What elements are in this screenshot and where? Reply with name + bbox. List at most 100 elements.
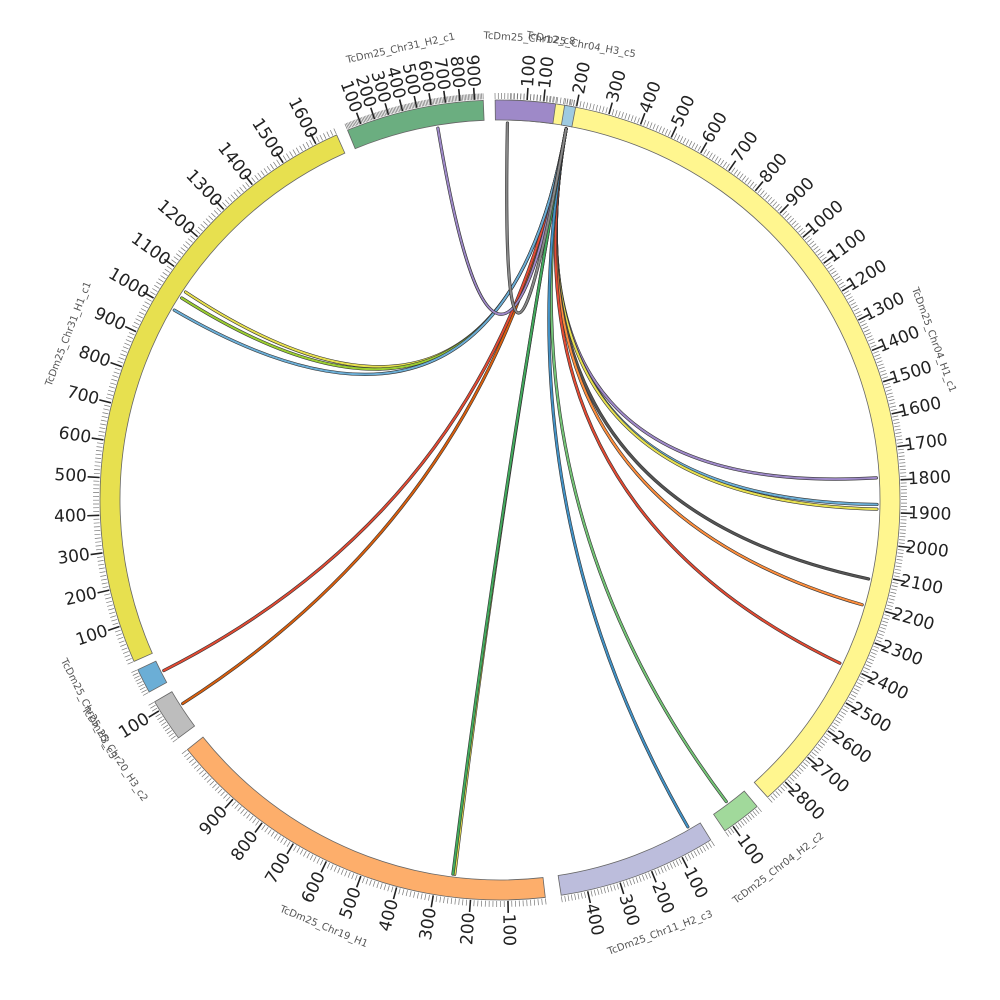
- tick-label: 2100: [898, 571, 944, 599]
- tick-label: 2300: [878, 636, 926, 670]
- segment-chr31_h2_c1: [347, 99, 485, 150]
- tick-label: 2700: [807, 754, 853, 797]
- tick-label: 400: [375, 897, 403, 934]
- major-tick: [882, 377, 895, 383]
- tick-label: 2800: [783, 780, 828, 825]
- tick-label: 700: [429, 57, 453, 92]
- major-tick: [214, 200, 225, 210]
- tick-label: 2400: [864, 668, 912, 705]
- segment-chr31_h1_c1: [99, 134, 346, 662]
- major-tick: [807, 756, 818, 766]
- tick-label: 2500: [847, 698, 894, 737]
- segment-chr11_h2_c3: [557, 822, 712, 896]
- major-tick: [148, 710, 160, 718]
- segment-chr04_h1_c1: [509, 99, 901, 798]
- tick-label: 1900: [908, 503, 952, 524]
- major-tick: [472, 87, 476, 100]
- segment-label-chr31_h1_c1: TcDm25_Chr31_H1_c1: [43, 280, 93, 388]
- segment-chr25_h3_c3: [137, 660, 168, 693]
- major-tick: [309, 132, 317, 145]
- tick-label: 2600: [828, 727, 875, 768]
- tick-label: 200: [457, 912, 479, 946]
- tick-label: 200: [569, 60, 595, 96]
- major-tick: [891, 410, 904, 415]
- major-tick: [874, 642, 887, 649]
- major-tick: [428, 93, 432, 106]
- link: [554, 127, 841, 665]
- major-tick: [91, 437, 104, 441]
- major-tick: [779, 203, 790, 214]
- major-tick: [823, 255, 834, 264]
- major-tick: [370, 107, 376, 120]
- tick-label: 400: [636, 79, 666, 116]
- tick-label: 1400: [875, 322, 923, 357]
- tick-label: 300: [614, 892, 643, 929]
- tick-label: 1600: [284, 94, 322, 142]
- major-tick: [871, 345, 884, 352]
- tick-label: 500: [336, 885, 366, 922]
- major-tick: [142, 291, 154, 299]
- major-tick: [443, 90, 447, 103]
- minor-ticks-chr25_h3_c3: [131, 669, 149, 696]
- major-tick: [586, 891, 592, 904]
- tick-label: 500: [668, 92, 700, 130]
- major-tick: [163, 258, 175, 267]
- major-tick: [892, 578, 906, 583]
- major-tick: [224, 798, 234, 809]
- tick-label: 700: [65, 382, 101, 409]
- major-tick: [670, 126, 678, 138]
- major-tick: [107, 625, 120, 632]
- major-tick: [355, 875, 362, 888]
- link-outline: [554, 127, 864, 607]
- tick-label: 600: [57, 423, 92, 448]
- major-tick: [110, 361, 123, 368]
- major-tick: [99, 399, 112, 404]
- tick-label: 100: [73, 621, 110, 650]
- major-tick: [413, 95, 418, 108]
- tick-label: 900: [462, 54, 484, 88]
- link-outline: [554, 127, 871, 581]
- segment-chr12_c8: [494, 99, 557, 125]
- segment-label-chr25_h3_c3: TcDm25_Chr25_H3_c3: [58, 656, 118, 761]
- minor-ticks-chr31_h1_c1: [92, 128, 337, 665]
- segment-chr19_h1: [186, 736, 546, 901]
- minor-ticks-chr12_c8: [494, 92, 557, 103]
- major-tick: [542, 89, 546, 102]
- tick-label: 1400: [213, 139, 255, 185]
- link: [162, 127, 568, 672]
- segment-chr04_h2_c2: [713, 790, 758, 832]
- tick-label: 800: [227, 827, 262, 865]
- tick-label: 600: [698, 109, 732, 147]
- major-tick: [384, 103, 390, 116]
- links-layer: [162, 121, 879, 876]
- major-tick: [619, 882, 625, 895]
- tick-label: 2200: [890, 604, 937, 635]
- link-outline: [453, 127, 568, 876]
- segment-chr20_h3_c2: [154, 691, 196, 739]
- major-tick: [430, 895, 435, 908]
- major-tick: [90, 552, 103, 556]
- tick-label: 100: [518, 54, 540, 88]
- major-tick: [286, 843, 294, 855]
- major-tick: [87, 476, 100, 479]
- tick-label: 1500: [887, 357, 934, 389]
- major-tick: [254, 822, 263, 833]
- tick-label: 1600: [897, 393, 944, 422]
- tick-label: 800: [76, 342, 113, 372]
- tick-label: 100: [498, 913, 519, 946]
- major-tick: [457, 88, 461, 102]
- link: [554, 127, 864, 606]
- tick-label: 1100: [127, 229, 174, 270]
- tick-label: 1200: [843, 256, 890, 296]
- major-tick: [468, 899, 472, 912]
- segments-layer: [99, 99, 901, 901]
- tick-label: 900: [91, 304, 129, 336]
- major-tick: [392, 887, 398, 900]
- major-tick: [608, 102, 614, 115]
- link: [451, 127, 568, 876]
- major-tick: [784, 781, 795, 791]
- tick-label: 100: [732, 831, 767, 869]
- tick-label: 600: [298, 869, 330, 907]
- major-tick: [97, 589, 110, 594]
